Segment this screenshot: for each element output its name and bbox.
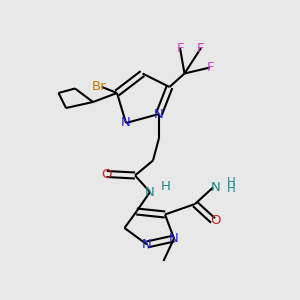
Text: H: H	[226, 182, 236, 196]
Text: F: F	[197, 41, 205, 55]
Text: F: F	[176, 41, 184, 55]
Text: O: O	[101, 167, 112, 181]
Text: O: O	[210, 214, 220, 227]
Text: H: H	[161, 179, 170, 193]
Text: N: N	[154, 107, 164, 121]
Text: N: N	[211, 181, 221, 194]
Text: N: N	[169, 232, 179, 245]
Text: N: N	[142, 238, 152, 251]
Text: Br: Br	[92, 80, 106, 94]
Text: N: N	[145, 185, 155, 199]
Text: H: H	[226, 176, 236, 189]
Text: N: N	[121, 116, 131, 130]
Text: F: F	[206, 61, 214, 74]
